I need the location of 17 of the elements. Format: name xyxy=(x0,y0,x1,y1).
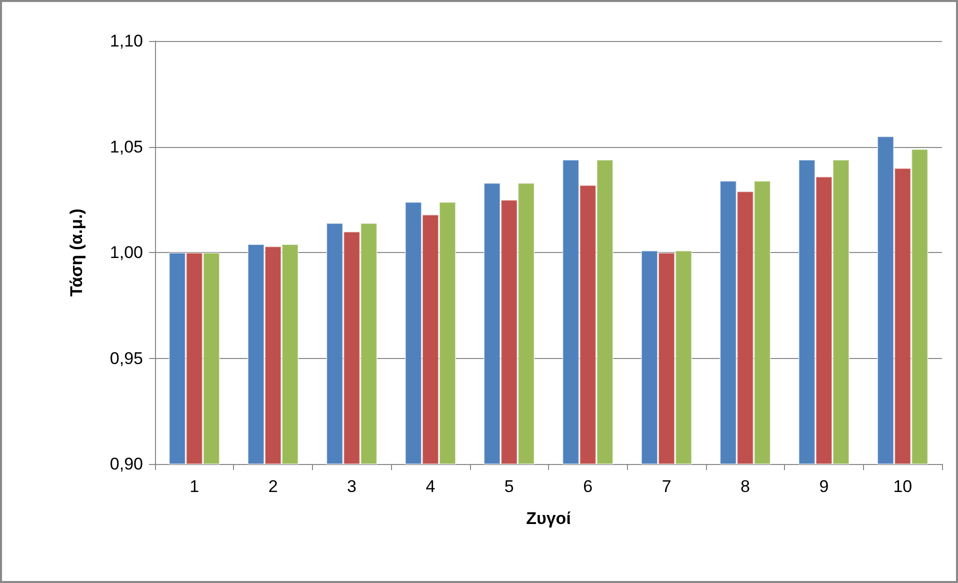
x-tick-label: 9 xyxy=(819,477,829,496)
y-axis-title: Τάση (α.μ.) xyxy=(67,208,86,296)
x-tick-label: 5 xyxy=(504,477,514,496)
x-tick-label: 4 xyxy=(426,477,436,496)
x-tick-label: 2 xyxy=(268,477,278,496)
y-tick-label: 0,90 xyxy=(110,454,143,474)
x-tick-label: 6 xyxy=(583,477,593,496)
x-tick-label: 7 xyxy=(662,477,672,496)
x-axis-title: Ζυγοί xyxy=(526,509,572,528)
x-tick-label: 1 xyxy=(190,477,200,496)
y-tick-label: 1,10 xyxy=(110,32,143,50)
x-tick-label: 10 xyxy=(893,477,912,496)
x-tick-label: 8 xyxy=(740,477,750,496)
x-tick-label: 3 xyxy=(347,477,356,496)
y-tick-label: 0,95 xyxy=(110,348,143,368)
y-tick-label: 1,05 xyxy=(110,137,143,156)
y-tick-label: 1,00 xyxy=(110,243,143,262)
